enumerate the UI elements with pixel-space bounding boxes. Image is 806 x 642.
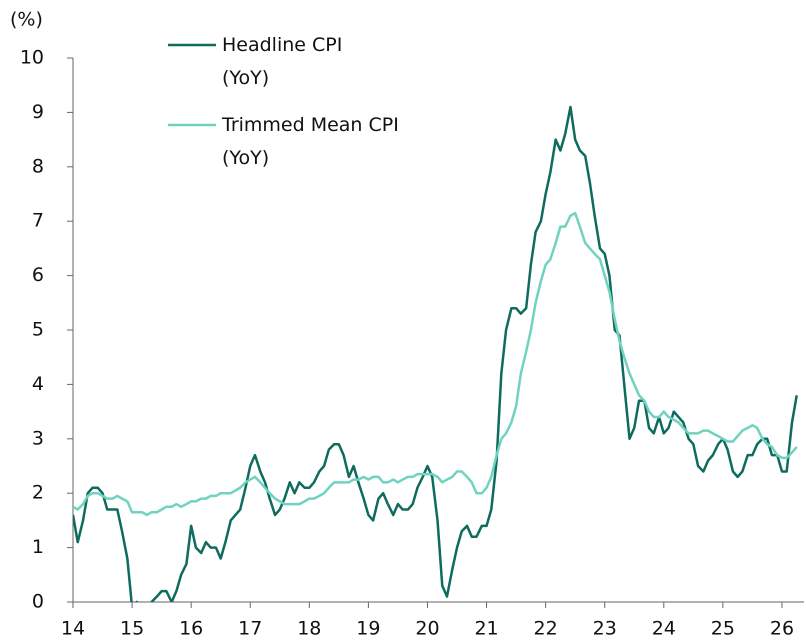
- x-tick-label: 23: [593, 618, 617, 640]
- y-tick-label: 4: [32, 373, 44, 395]
- x-tick-label: 14: [61, 618, 85, 640]
- y-tick-label: 3: [32, 427, 44, 449]
- y-tick-label: 10: [20, 47, 44, 69]
- x-tick-label: 15: [120, 618, 144, 640]
- x-tick-label: 20: [415, 618, 439, 640]
- y-tick-label: 1: [32, 536, 44, 558]
- x-tick-label: 25: [711, 618, 735, 640]
- x-tick-label: 18: [297, 618, 321, 640]
- x-tick-label: 21: [474, 618, 498, 640]
- x-tick-label: 19: [356, 618, 380, 640]
- legend-label: Trimmed Mean CPI (YoY): [221, 114, 405, 169]
- y-axis-label: (%): [10, 9, 43, 31]
- y-tick-label: 0: [32, 591, 44, 613]
- x-tick-label: 24: [652, 618, 676, 640]
- y-tick-label: 9: [32, 101, 44, 123]
- y-tick-label: 7: [32, 210, 44, 232]
- series-group: [73, 211, 798, 517]
- x-tick-label: 26: [770, 618, 794, 640]
- y-tick-label: 5: [32, 319, 44, 341]
- series-line: [73, 211, 798, 517]
- x-tick-label: 16: [179, 618, 203, 640]
- y-tick-label: 2: [32, 482, 44, 504]
- series-group: [73, 105, 798, 602]
- y-tick-label: 8: [32, 155, 44, 177]
- series-line: [73, 105, 798, 602]
- y-tick-label: 6: [32, 264, 44, 286]
- x-tick-label: 17: [238, 618, 262, 640]
- x-tick-label: 22: [534, 618, 558, 640]
- legend-label: Headline CPI (YoY): [222, 34, 348, 89]
